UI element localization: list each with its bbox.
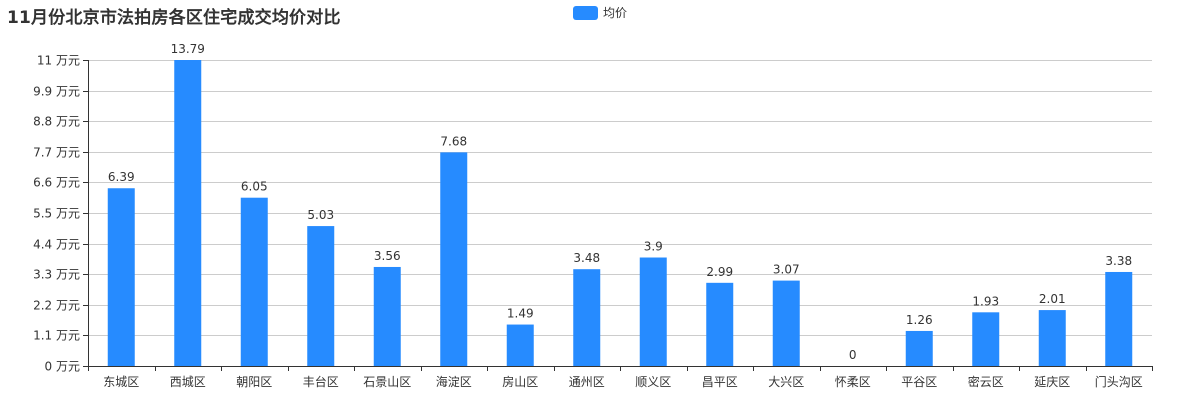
bar[interactable] (972, 312, 1000, 366)
bar[interactable] (307, 226, 335, 366)
x-tick-label: 东城区 (103, 375, 139, 389)
bar[interactable] (107, 188, 135, 366)
chart-title: 11月份北京市法拍房各区住宅成交均价对比 (7, 8, 341, 28)
bar[interactable] (373, 266, 401, 366)
x-tick-label: 密云区 (968, 374, 1004, 389)
bar[interactable] (706, 282, 734, 366)
bar[interactable] (905, 330, 933, 366)
value-label: 2.01 (1039, 292, 1066, 306)
x-tick-label: 顺义区 (635, 375, 671, 389)
x-tick-label: 朝阳区 (236, 375, 272, 389)
bar[interactable] (639, 257, 667, 366)
y-tick-label: 7.7 万元 (33, 146, 80, 160)
y-tick-label: 4.4 万元 (33, 238, 80, 252)
value-label: 0 (849, 348, 857, 362)
y-tick-label: 6.6 万元 (33, 176, 80, 190)
bar[interactable] (440, 152, 468, 366)
x-tick-label: 通州区 (569, 375, 605, 389)
value-label: 3.48 (573, 251, 600, 265)
legend-item-avg-price[interactable]: 均价 (573, 4, 627, 21)
x-tick-label: 昌平区 (702, 375, 738, 389)
bars: 6.39 13.79 6.05 5.03 3.56 7.68 1.49 3.48 3.9 2.99… (107, 42, 1133, 366)
value-label: 6.39 (108, 170, 135, 184)
x-tick-label: 延庆区 (1034, 375, 1070, 389)
x-axis: 东城区 西城区 朝阳区 丰台区 石景山区 海淀区 房山区 通州区 顺义区 昌平区 大兴区 怀柔区 平谷区… (88, 366, 1153, 389)
x-tick-label: 西城区 (170, 375, 206, 389)
y-tick-label: 1.1 万元 (33, 329, 80, 343)
legend-label: 均价 (603, 6, 628, 20)
x-tick-label: 丰台区 (303, 374, 339, 389)
value-label: 3.9 (644, 240, 663, 254)
value-label: 6.05 (241, 180, 268, 194)
value-label: 7.68 (440, 134, 467, 148)
value-label: 2.99 (706, 265, 733, 279)
bar[interactable] (1105, 271, 1133, 366)
bar[interactable] (174, 60, 202, 366)
x-tick-label: 大兴区 (768, 375, 804, 389)
value-label: 3.07 (773, 263, 800, 277)
bar[interactable] (240, 197, 268, 366)
bar[interactable] (1038, 310, 1066, 366)
y-tick-label: 5.5 万元 (33, 207, 80, 221)
y-axis: 0 万元 1.1 万元 2.2 万元 3.3 万元 4.4 万元 5.5 万元 6.6 万元… (33, 54, 89, 374)
y-tick-label: 0 万元 (45, 360, 80, 374)
x-tick-label: 房山区 (502, 374, 538, 389)
bar[interactable] (573, 269, 601, 366)
y-tick-label: 9.9 万元 (33, 85, 80, 99)
x-tick-label: 怀柔区 (835, 375, 871, 389)
value-label: 1.49 (507, 307, 534, 321)
value-label: 5.03 (307, 208, 334, 222)
value-label: 3.56 (374, 249, 401, 263)
y-tick-label: 2.2 万元 (33, 299, 80, 313)
x-tick-label: 门头沟区 (1095, 374, 1143, 389)
y-tick-label: 3.3 万元 (33, 268, 80, 282)
legend-swatch (573, 5, 598, 20)
bar[interactable] (772, 280, 800, 366)
value-label: 13.79 (171, 42, 205, 56)
y-tick-label: 8.8 万元 (33, 115, 80, 129)
x-tick-label: 平谷区 (901, 375, 937, 389)
x-tick-label: 石景山区 (363, 375, 411, 389)
value-label: 3.38 (1105, 254, 1132, 268)
x-tick-label: 海淀区 (436, 374, 472, 389)
bar[interactable] (506, 324, 534, 366)
y-tick-label: 11 万元 (37, 54, 80, 68)
value-label: 1.26 (906, 313, 933, 327)
value-label: 1.93 (972, 294, 999, 308)
